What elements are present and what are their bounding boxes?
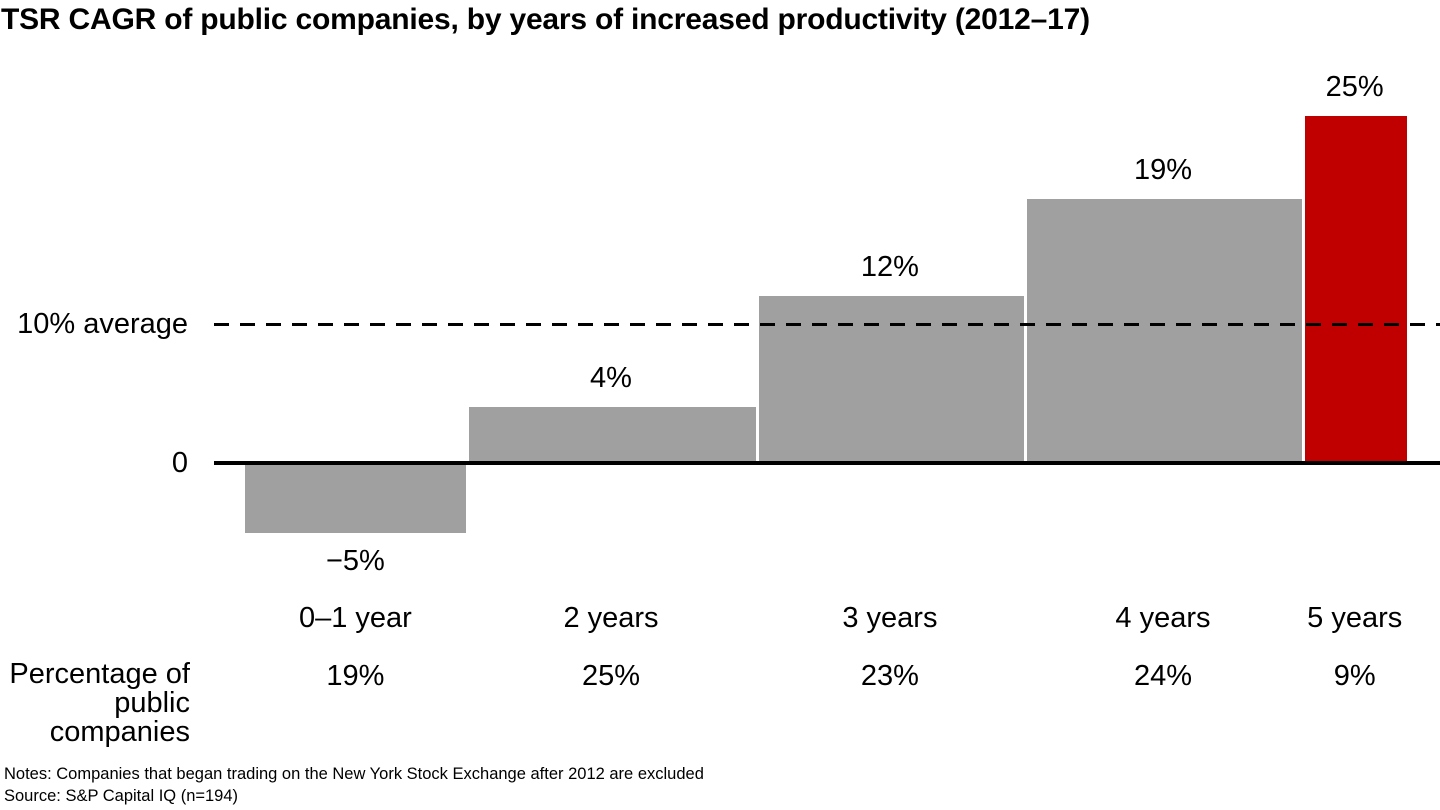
category-label: 3 years bbox=[842, 602, 938, 634]
bar-value-label: 4% bbox=[590, 362, 632, 395]
bar-value-label: 19% bbox=[1133, 153, 1192, 186]
chart-title: TSR CAGR of public companies, by years o… bbox=[1, 3, 1090, 36]
notes-text: Notes: Companies that began trading on t… bbox=[4, 765, 704, 783]
bar-0–1 year bbox=[245, 463, 466, 533]
bar-4 years bbox=[1023, 198, 1303, 463]
share-value: 23% bbox=[860, 660, 919, 692]
average-dashed-line bbox=[214, 322, 1440, 326]
category-label: 5 years bbox=[1307, 602, 1403, 634]
bar-5 years bbox=[1302, 115, 1407, 463]
zero-axis-label: 0 bbox=[171, 447, 188, 479]
zero-axis-line bbox=[214, 461, 1440, 465]
source-text: Source: S&P Capital IQ (n=194) bbox=[4, 787, 239, 805]
share-value: 25% bbox=[581, 660, 641, 692]
bar-2 years bbox=[465, 407, 757, 463]
category-label: 2 years bbox=[563, 602, 659, 634]
row-label-line1: Percentage of bbox=[9, 658, 190, 690]
category-label: 4 years bbox=[1115, 602, 1211, 634]
category-label: 0–1 year bbox=[298, 602, 412, 634]
share-value: 24% bbox=[1133, 660, 1192, 692]
bar-value-label: 25% bbox=[1325, 70, 1384, 103]
share-value: 19% bbox=[326, 660, 385, 692]
bar-value-label: 12% bbox=[860, 251, 919, 284]
bar-3 years bbox=[756, 296, 1024, 463]
row-label-percentage-of-public-companies: Percentage of public companies bbox=[0, 660, 190, 747]
average-line-label: 10% average bbox=[17, 308, 188, 340]
row-label-line2: public companies bbox=[49, 687, 190, 748]
share-value: 9% bbox=[1333, 660, 1376, 692]
bar-value-label: −5% bbox=[325, 544, 385, 577]
